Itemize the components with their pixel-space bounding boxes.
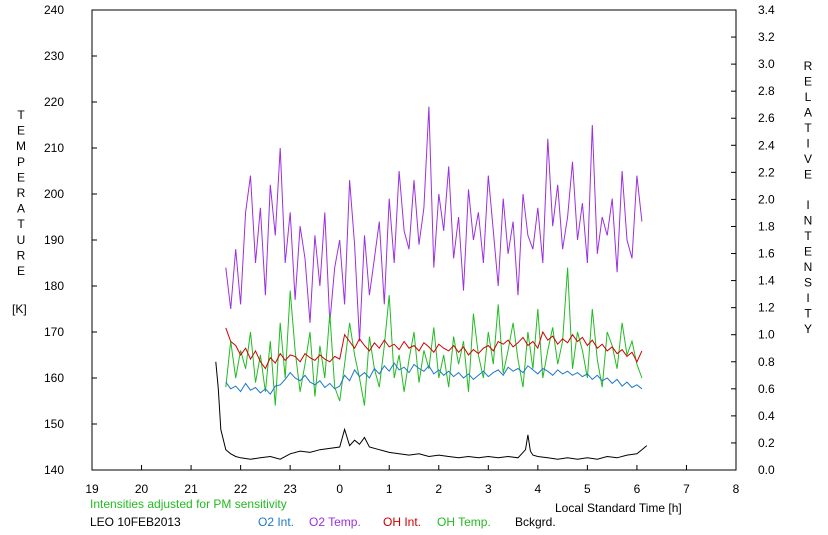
right-y-tick-label: 1.2 xyxy=(758,301,775,315)
right-y-tick-label: 0.0 xyxy=(758,463,775,477)
x-tick-label: 6 xyxy=(634,482,641,496)
right-y-tick-label: 3.0 xyxy=(758,57,775,71)
right-y-tick-label: 0.8 xyxy=(758,355,775,369)
right-y-tick-label: 3.2 xyxy=(758,30,775,44)
x-tick-label: 8 xyxy=(733,482,740,496)
chart-series xyxy=(215,106,648,460)
right-y-tick-label: 2.2 xyxy=(758,165,775,179)
right-y-tick-label: 0.2 xyxy=(758,436,775,450)
plot-frame xyxy=(91,9,737,471)
right-y-tick-label: 2.8 xyxy=(758,84,775,98)
left-axis-title-letter: E xyxy=(17,264,25,278)
right-axis-title-letter: I xyxy=(806,198,809,212)
right-y-tick-label: 2.6 xyxy=(758,111,775,125)
series-line-bckgrd xyxy=(215,361,648,460)
right-axis-title-letter: V xyxy=(804,152,812,166)
right-y-tick-label: 3.4 xyxy=(758,3,775,17)
right-axis-title-letter: I xyxy=(806,137,809,151)
right-axis-title-letter: T xyxy=(804,121,812,135)
left-axis-title-letter: R xyxy=(17,186,26,200)
series-line-o2-int xyxy=(225,362,643,396)
right-axis-title-letter: Y xyxy=(804,322,812,336)
left-axis-title-letter: E xyxy=(17,124,25,138)
right-y-tick-label: 0.4 xyxy=(758,409,775,423)
left-y-tick-label: 220 xyxy=(44,95,64,109)
right-axis-title-letter: R xyxy=(804,59,813,73)
left-y-tick-label: 160 xyxy=(44,371,64,385)
x-tick-label: 22 xyxy=(234,482,248,496)
legend-item-o2-int: O2 Int. xyxy=(258,515,294,529)
right-axis-title-letter: T xyxy=(804,229,812,243)
x-tick-label: 0 xyxy=(336,482,343,496)
left-y-tick-label: 240 xyxy=(44,3,64,17)
left-y-tick-label: 170 xyxy=(44,325,64,339)
left-axis-title-letter: T xyxy=(17,108,25,122)
left-y-tick-label: 180 xyxy=(44,279,64,293)
right-axis-title-letter: N xyxy=(804,260,813,274)
left-y-tick-label: 230 xyxy=(44,49,64,63)
legend-item-o2-temp: O2 Temp. xyxy=(309,515,361,529)
right-axis-title-letter: S xyxy=(804,276,812,290)
left-axis-title-letter: P xyxy=(17,155,25,169)
left-y-tick-label: 190 xyxy=(44,233,64,247)
x-tick-label: 3 xyxy=(485,482,492,496)
right-y-tick-label: 0.6 xyxy=(758,382,775,396)
left-axis-title-letter: T xyxy=(17,217,25,231)
left-axis-title-letter: U xyxy=(17,233,26,247)
left-axis-title-letter: R xyxy=(17,248,26,262)
x-tick-label: 21 xyxy=(184,482,198,496)
right-y-tick-label: 1.8 xyxy=(758,219,775,233)
left-y-tick-label: 150 xyxy=(44,417,64,431)
x-tick-label: 23 xyxy=(283,482,297,496)
legend-item-oh-int: OH Int. xyxy=(383,515,421,529)
right-axis-title-letter: E xyxy=(804,245,812,259)
right-axis-title-letter: N xyxy=(804,214,813,228)
x-tick-label: 7 xyxy=(683,482,690,496)
left-axis-title-letter: M xyxy=(16,139,26,153)
left-y-tick-label: 140 xyxy=(44,463,64,477)
x-tick-label: 20 xyxy=(135,482,149,496)
left-axis-unit: [K] xyxy=(12,302,27,316)
x-tick-label: 19 xyxy=(85,482,99,496)
legend-item-bckgrd: Bckgrd. xyxy=(515,515,556,529)
left-axis-title-letter: E xyxy=(17,170,25,184)
x-axis-label: Local Standard Time [h] xyxy=(555,501,682,515)
right-axis-title-letter: E xyxy=(804,168,812,182)
legend-item-oh-temp: OH Temp. xyxy=(437,515,491,529)
x-tick-label: 1 xyxy=(386,482,393,496)
left-axis-title-letter: A xyxy=(17,202,25,216)
right-y-tick-label: 1.4 xyxy=(758,274,775,288)
right-axis-title-letter: E xyxy=(804,75,812,89)
station-date-label: LEO 10FEB2013 xyxy=(90,515,181,529)
series-line-oh-temp xyxy=(225,267,643,406)
series-line-o2-temp xyxy=(225,106,643,342)
x-tick-label: 4 xyxy=(535,482,542,496)
right-y-tick-label: 2.4 xyxy=(758,138,775,152)
series-line-oh-int xyxy=(225,327,643,370)
chart-labels: Local Standard Time [h] Intensities adju… xyxy=(12,59,813,529)
right-axis-title-letter: A xyxy=(804,106,812,120)
x-tick-label: 5 xyxy=(584,482,591,496)
x-tick-label: 2 xyxy=(435,482,442,496)
right-axis-title-letter: T xyxy=(804,307,812,321)
right-axis-title-letter: I xyxy=(806,291,809,305)
left-y-tick-label: 200 xyxy=(44,187,64,201)
right-y-tick-label: 2.0 xyxy=(758,192,775,206)
right-axis-title-letter: L xyxy=(805,90,812,104)
right-y-tick-label: 1.6 xyxy=(758,247,775,261)
chart-legend: O2 Int. O2 Temp. OH Int. OH Temp. Bckgrd. xyxy=(258,515,556,529)
chart-axes: 19 20 21 22 23 0 1 2 3 4 5 6 7 8240230220210200190180… xyxy=(44,3,775,496)
left-y-tick-label: 210 xyxy=(44,141,64,155)
right-y-tick-label: 1.0 xyxy=(758,328,775,342)
sensitivity-note: Intensities adjusted for PM sensitivity xyxy=(90,497,287,511)
